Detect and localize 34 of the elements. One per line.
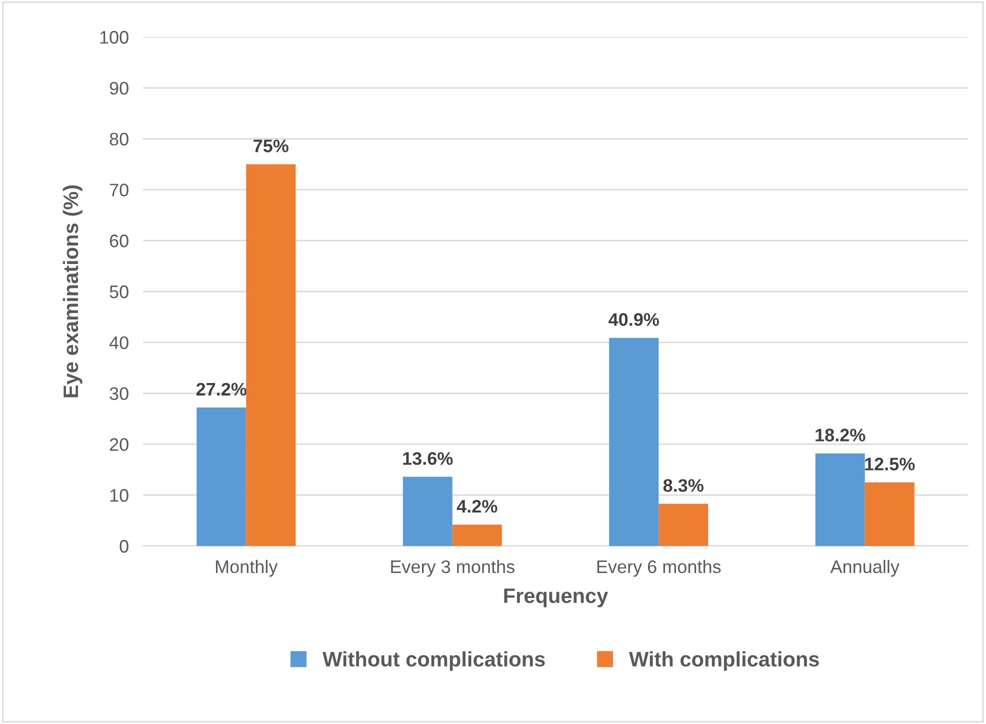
x-tick-label: Every 6 months: [597, 560, 721, 577]
y-tick-label: 20: [110, 438, 128, 451]
y-axis-title: Eye examinations (%): [62, 185, 82, 398]
x-tick-label: Monthly: [216, 560, 278, 577]
y-tick-label: 50: [110, 285, 128, 298]
y-tick-label: 60: [110, 234, 128, 248]
data-label: 4.2%: [456, 500, 498, 513]
bar: [609, 338, 659, 546]
legend-label: Without complications: [322, 651, 545, 671]
data-label: 8.3%: [663, 479, 704, 492]
x-tick-label: Every 3 months: [391, 560, 514, 577]
bar: [246, 164, 296, 546]
y-tick-label: 90: [110, 82, 128, 95]
y-tick-label: 70: [110, 184, 128, 196]
bar: [815, 453, 865, 546]
bar: [196, 408, 246, 546]
data-label: 40.9%: [608, 313, 659, 326]
y-tick-label: 100: [100, 30, 128, 44]
bar: [864, 482, 914, 546]
x-tick-label: Annually: [830, 560, 900, 577]
bar: [658, 504, 708, 546]
x-axis-title: Frequency: [504, 588, 608, 608]
y-tick-label: 40: [109, 336, 128, 350]
legend-label: With complications: [629, 651, 819, 671]
data-label: 75%: [254, 140, 288, 152]
y-tick-label: 30: [110, 387, 128, 400]
data-label: 12.5%: [865, 458, 915, 470]
y-tick-label: 10: [110, 489, 128, 502]
data-label: 13.6%: [403, 452, 453, 465]
data-label: 18.2%: [816, 428, 866, 442]
bar: [402, 476, 452, 546]
y-tick-label: 0: [120, 540, 128, 553]
y-tick-label: 80: [110, 132, 128, 146]
bar: [452, 524, 502, 546]
